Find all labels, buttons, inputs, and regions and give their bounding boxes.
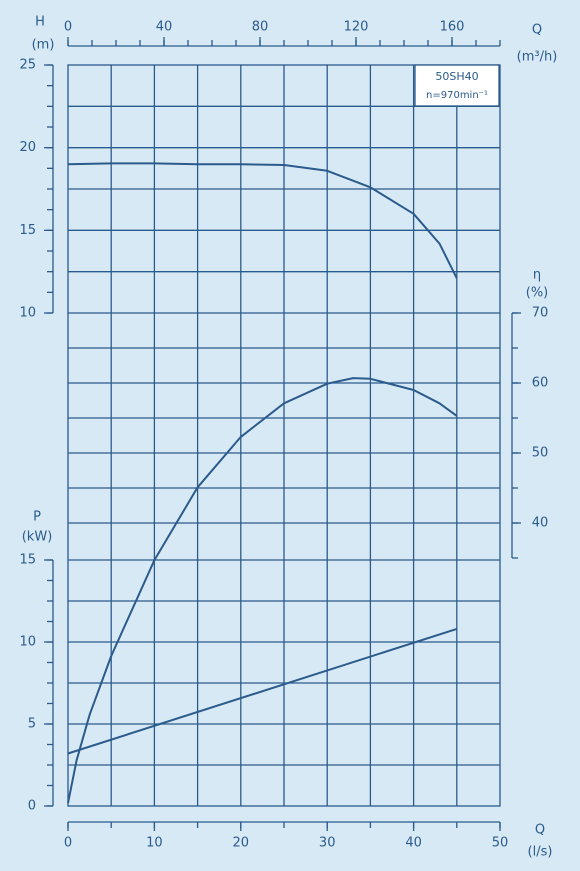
h-label: H bbox=[35, 15, 45, 30]
q-top-tick-label: 0 bbox=[64, 20, 72, 35]
eta-unit: (%) bbox=[526, 286, 549, 301]
q-top-tick-label: 80 bbox=[252, 20, 269, 35]
eta-label: η bbox=[533, 268, 541, 283]
p-tick-label: 15 bbox=[19, 553, 36, 568]
q-tick-label: 20 bbox=[233, 836, 250, 851]
p-tick-label: 5 bbox=[28, 717, 36, 732]
model-speed: n=970min⁻¹ bbox=[426, 90, 488, 101]
eta-tick-label: 70 bbox=[532, 306, 549, 321]
h-tick-label: 15 bbox=[19, 223, 36, 238]
eta-tick-label: 40 bbox=[532, 516, 549, 531]
h-tick-label: 10 bbox=[19, 306, 36, 321]
q-tick-label: 0 bbox=[64, 836, 72, 851]
p-tick-label: 0 bbox=[28, 799, 36, 814]
q-tick-label: 10 bbox=[146, 836, 163, 851]
eta-tick-label: 60 bbox=[532, 376, 549, 391]
eta-tick-label: 50 bbox=[532, 446, 549, 461]
q-top-tick-label: 120 bbox=[344, 20, 369, 35]
q-top-unit: (m³/h) bbox=[517, 50, 558, 65]
curve bbox=[67, 162, 458, 279]
q-tick-label: 30 bbox=[319, 836, 336, 851]
h-unit: (m) bbox=[32, 38, 55, 53]
p-tick-label: 10 bbox=[19, 635, 36, 650]
q-top-tick-label: 40 bbox=[156, 20, 173, 35]
q-top-tick-label: 160 bbox=[440, 20, 465, 35]
h-tick-label: 20 bbox=[19, 140, 36, 155]
q-unit: (l/s) bbox=[528, 845, 553, 860]
curve bbox=[67, 377, 458, 804]
q-tick-label: 50 bbox=[492, 836, 509, 851]
q-top-label: Q bbox=[532, 23, 542, 38]
p-label: P bbox=[33, 510, 41, 525]
q-label: Q bbox=[535, 823, 545, 838]
model-box bbox=[414, 64, 500, 107]
q-tick-label: 40 bbox=[405, 836, 422, 851]
curve bbox=[67, 627, 458, 755]
p-unit: (kW) bbox=[22, 530, 53, 545]
h-tick-label: 25 bbox=[19, 58, 36, 73]
model-name: 50SH40 bbox=[435, 70, 478, 83]
